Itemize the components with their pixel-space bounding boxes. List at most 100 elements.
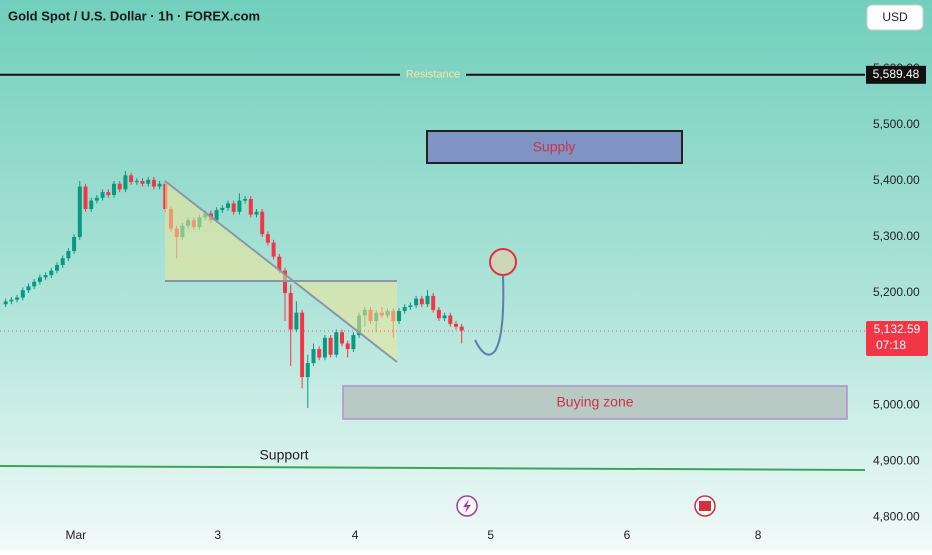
candle-body	[83, 186, 88, 209]
candle-body	[26, 286, 31, 291]
x-tick-label: 3	[214, 528, 221, 542]
candle-body	[157, 183, 162, 187]
supply-box	[426, 130, 683, 164]
candle-body	[129, 175, 134, 183]
resistance-price: 5,589.48	[873, 67, 920, 81]
y-tick-label: 5,000.00	[873, 397, 920, 411]
candle-body	[294, 312, 299, 330]
currency[interactable]: USD	[882, 10, 908, 24]
candle-body	[77, 186, 82, 238]
candle-body	[89, 200, 94, 209]
candle-body	[442, 315, 447, 319]
candle-body	[454, 323, 458, 327]
candle-body	[448, 315, 453, 324]
candle-body	[151, 179, 156, 187]
candle-body	[123, 175, 128, 190]
resistance-label: Resistance	[406, 69, 460, 81]
supply-label: Supply	[533, 139, 576, 155]
resistance-price-box	[866, 65, 926, 84]
y-tick-label: 5,200.00	[873, 285, 920, 299]
candle-body	[112, 183, 116, 195]
candle-body	[328, 337, 333, 355]
candle-body	[436, 309, 441, 319]
candle-body	[254, 211, 259, 215]
candle-body	[340, 332, 344, 344]
candle-body	[408, 305, 413, 308]
lightning-icon	[463, 499, 471, 513]
target-circle	[489, 248, 517, 276]
candle-body	[49, 270, 54, 276]
x-tick-label: 8	[755, 528, 762, 542]
candle-body	[146, 179, 151, 184]
candle-body	[220, 207, 225, 211]
candle-body	[66, 251, 71, 259]
y-tick-label: 5,300.00	[873, 229, 920, 243]
currency-button[interactable]	[866, 4, 924, 31]
x-tick-label: Mar	[65, 528, 86, 542]
last-price-box	[866, 321, 928, 356]
chart-title: Gold Spot / U.S. Dollar · 1h · FOREX.com	[8, 8, 260, 23]
candle-body	[351, 335, 356, 350]
candle-body	[459, 326, 464, 331]
candle-body	[311, 349, 316, 364]
candle-body	[334, 332, 339, 355]
candle-body	[237, 200, 242, 212]
candle-body	[419, 298, 424, 305]
candle-body	[248, 198, 253, 215]
candle-body	[32, 281, 37, 287]
candle-body	[231, 203, 236, 212]
candle-body	[271, 242, 276, 257]
candle-body	[265, 234, 270, 243]
candle-body	[277, 256, 282, 271]
candle-body	[55, 265, 59, 271]
candle-body	[37, 277, 42, 282]
candle-body	[134, 180, 139, 183]
resistance-label-bg	[400, 67, 466, 82]
candle-body	[288, 293, 293, 330]
candle-body	[100, 192, 105, 198]
x-tick-label: 5	[487, 528, 494, 542]
candle-body	[20, 290, 25, 298]
candle-body	[43, 275, 48, 278]
last-price: 5,132.59	[874, 322, 921, 336]
support-label: Support	[259, 447, 308, 463]
projection-curve	[474, 274, 505, 356]
candle-body	[94, 197, 99, 201]
candle-body	[397, 310, 401, 322]
y-tick-label: 5,500.00	[873, 117, 920, 131]
candle-body	[305, 363, 310, 378]
support-line	[0, 465, 866, 471]
candle-body	[425, 295, 430, 305]
candle-body	[260, 211, 265, 235]
candle-body	[60, 258, 65, 266]
candle-body	[345, 343, 350, 350]
candle-body	[9, 299, 14, 302]
candle-body	[140, 180, 145, 184]
countdown: 07:18	[876, 338, 906, 352]
x-tick-label: 4	[352, 528, 359, 542]
candle-body	[317, 349, 322, 358]
candle-body	[3, 301, 8, 305]
x-tick-label: 6	[624, 528, 631, 542]
candle-body	[106, 192, 111, 195]
candle-body	[414, 298, 419, 306]
candle-body	[322, 337, 327, 358]
flag-icon	[699, 501, 711, 511]
candle-body	[15, 297, 20, 300]
candle-body	[214, 210, 219, 221]
overlay: Resistance 5,589.48	[0, 65, 926, 84]
plot: 5,600.005,500.005,400.005,300.005,200.00…	[3, 61, 920, 542]
candle-body	[226, 203, 230, 208]
y-tick-label: 5,400.00	[873, 173, 920, 187]
candle-body	[117, 183, 122, 190]
trend-line	[164, 180, 398, 363]
candle-body	[402, 307, 407, 311]
y-tick-label: 4,800.00	[873, 509, 920, 523]
y-tick-label: 4,900.00	[873, 453, 920, 467]
buying-zone-label: Buying zone	[556, 394, 633, 410]
buying-zone-box	[342, 385, 848, 420]
candle-body	[243, 198, 248, 201]
candle-body	[72, 237, 77, 252]
candle-body	[300, 312, 305, 378]
